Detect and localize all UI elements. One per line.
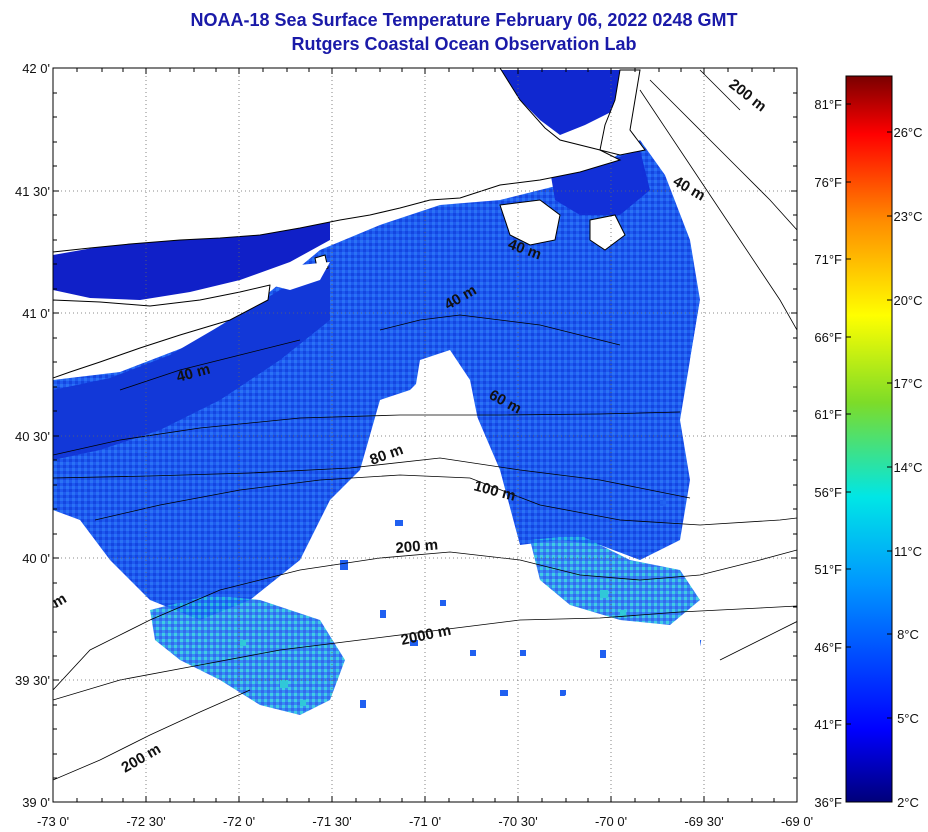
lon-tick-label: -70 30' (498, 814, 537, 829)
land-nantucket (589, 214, 626, 251)
lon-tick-label: -71 30' (312, 814, 351, 829)
lat-tick-label: 39 0' (22, 795, 50, 810)
fahrenheit-label: 61°F (814, 407, 842, 422)
lon-tick-label: -69 0' (781, 814, 813, 829)
lat-tick-label: 41 0' (22, 306, 50, 321)
fahrenheit-label: 81°F (814, 97, 842, 112)
map-title: NOAA-18 Sea Surface Temperature February… (190, 10, 738, 30)
land-connecticut-ri (53, 68, 622, 253)
lon-tick-label: -72 30' (126, 814, 165, 829)
lon-labels: -73 0' -72 30' -72 0' -71 30' -71 0' -70… (37, 814, 813, 829)
lat-tick-label: 41 30' (15, 184, 50, 199)
celsius-label: 11°C (894, 544, 922, 559)
nodata-east (690, 70, 797, 800)
fahrenheit-label: 36°F (814, 795, 842, 810)
sst-main-body (53, 140, 700, 620)
lon-tick-label: -69 30' (684, 814, 723, 829)
land-marthas-vineyard (499, 199, 561, 246)
graticule (53, 68, 797, 802)
fahrenheit-label: 46°F (814, 640, 842, 655)
fahrenheit-label: 66°F (814, 330, 842, 345)
celsius-label: 26°C (893, 125, 922, 140)
frame-ticks (52, 68, 797, 802)
lat-labels: 42 0' 41 30' 41 0' 40 30' 40 0' 39 30' 3… (15, 61, 50, 810)
contour-label: 2000 m (399, 622, 452, 649)
contour-label: 80 m (368, 441, 406, 469)
map-subtitle: Rutgers Coastal Ocean Observation Lab (291, 34, 637, 54)
land-cape-cod (599, 69, 646, 156)
sst-warm-south-west (150, 595, 345, 715)
colorbar-fahrenheit: 81°F 76°F 71°F 66°F 61°F 56°F 51°F 46°F … (814, 97, 842, 810)
lon-tick-label: -72 0' (223, 814, 255, 829)
fahrenheit-label: 41°F (814, 717, 842, 732)
bathymetry-contours (53, 69, 797, 781)
lon-tick-label: -70 0' (595, 814, 627, 829)
lat-tick-label: 39 30' (15, 673, 50, 688)
celsius-label: 20°C (893, 293, 922, 308)
sst-field (53, 68, 797, 800)
lon-tick-label: -71 0' (409, 814, 441, 829)
lon-tick-label: -73 0' (37, 814, 69, 829)
celsius-label: 5°C (897, 711, 919, 726)
celsius-label: 2°C (897, 795, 919, 810)
fahrenheit-label: 51°F (814, 562, 842, 577)
lat-tick-label: 40 30' (15, 429, 50, 444)
contour-label: 200 m (395, 536, 439, 557)
nodata-central (400, 350, 520, 560)
lat-tick-label: 42 0' (22, 61, 50, 76)
sst-scatter-warm (240, 590, 626, 706)
sst-sound (53, 218, 330, 300)
fahrenheit-label: 56°F (814, 485, 842, 500)
celsius-label: 14°C (893, 460, 922, 475)
sst-shelf-cold (53, 265, 330, 460)
sst-cape-cod-bay (500, 70, 620, 135)
fahrenheit-label: 76°F (814, 175, 842, 190)
celsius-label: 8°C (897, 627, 919, 642)
colorbar (845, 75, 893, 803)
land-long-island (53, 284, 271, 379)
lat-tick-label: 40 0' (22, 551, 50, 566)
nodata-lisland-east (270, 262, 330, 290)
celsius-label: 17°C (893, 376, 922, 391)
celsius-label: 23°C (893, 209, 922, 224)
sst-warm-south-east (530, 535, 700, 625)
colorbar-celsius: 26°C 23°C 20°C 17°C 14°C 11°C 8°C 5°C 2°… (893, 125, 922, 810)
colorbar-ticks (846, 103, 892, 803)
fahrenheit-label: 71°F (814, 252, 842, 267)
